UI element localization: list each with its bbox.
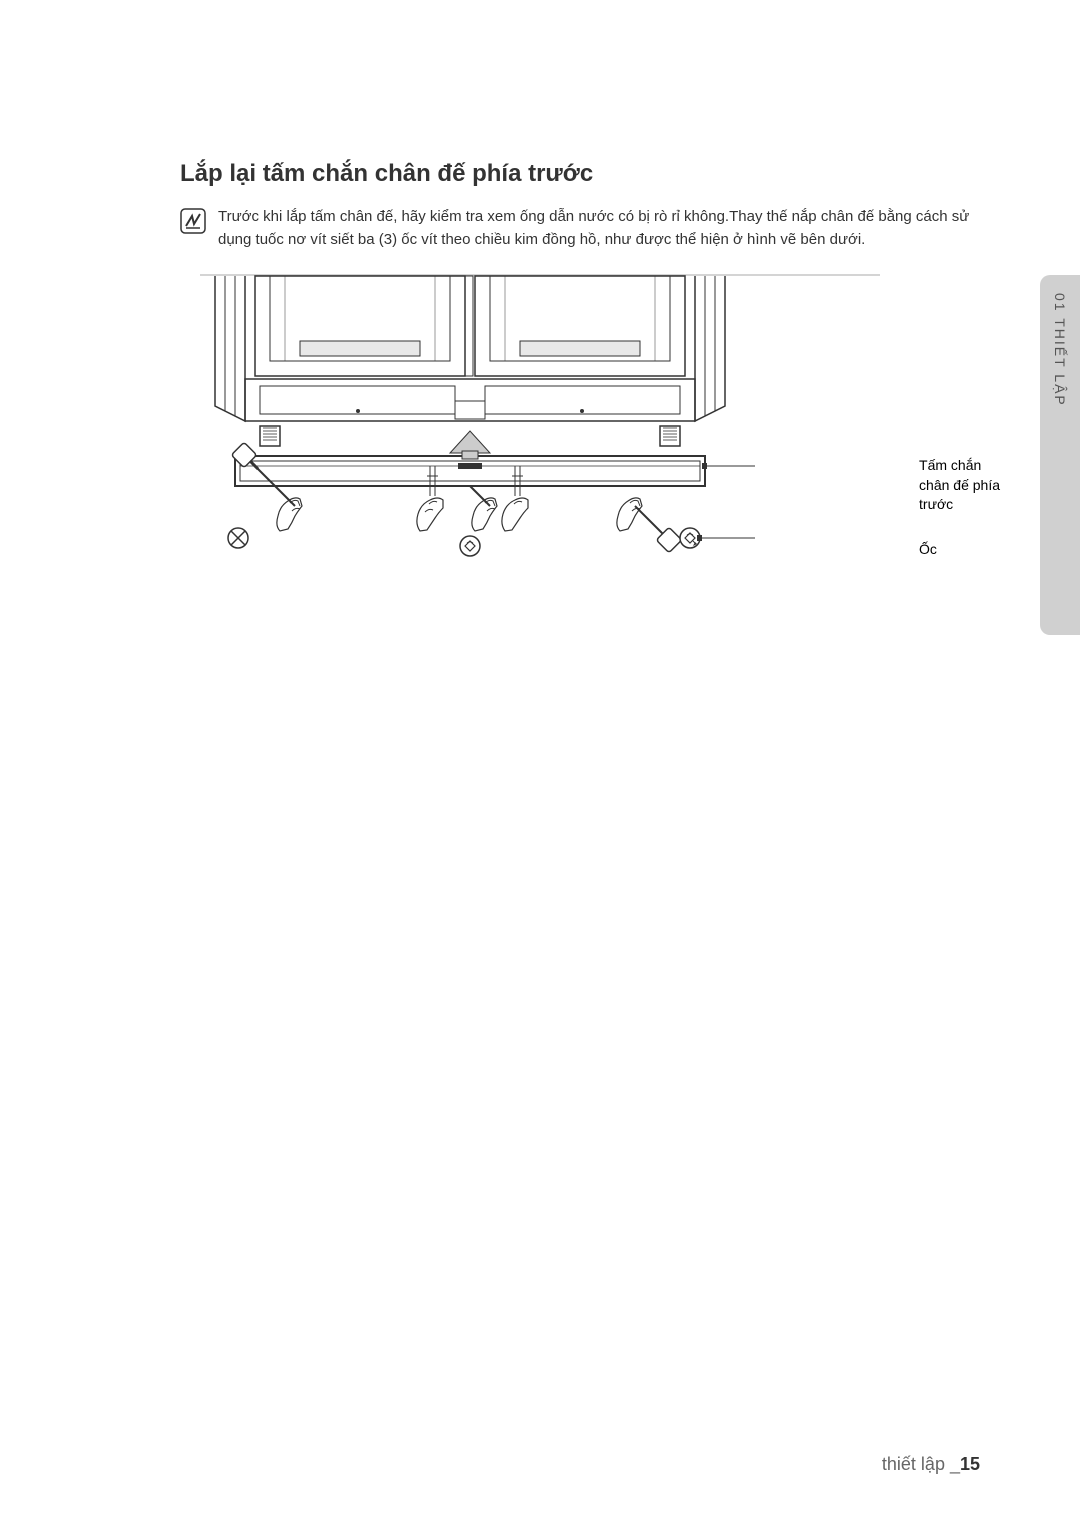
page-number: 15 bbox=[960, 1454, 980, 1474]
installation-diagram: Tấm chắn chân đế phía trước Ốc bbox=[200, 271, 880, 571]
section-title: Lắp lại tấm chắn chân đế phía trước bbox=[180, 160, 980, 188]
page-footer: thiết lập _15 bbox=[882, 1454, 980, 1475]
diagram-labels: Tấm chắn chân đế phía trước Ốc bbox=[919, 456, 1000, 559]
panel-label: Tấm chắn chân đế phía trước bbox=[919, 456, 1000, 515]
section-tab-text: 01 THIẾT LẬP bbox=[1052, 293, 1068, 407]
note-icon bbox=[180, 208, 206, 239]
note-block: Trước khi lắp tấm chân đế, hãy kiểm tra … bbox=[180, 206, 980, 251]
footer-text: thiết lập _ bbox=[882, 1454, 960, 1474]
note-text: Trước khi lắp tấm chân đế, hãy kiểm tra … bbox=[218, 206, 980, 251]
section-tab: 01 THIẾT LẬP bbox=[1040, 275, 1080, 635]
screw-label: Ốc bbox=[919, 540, 1000, 560]
